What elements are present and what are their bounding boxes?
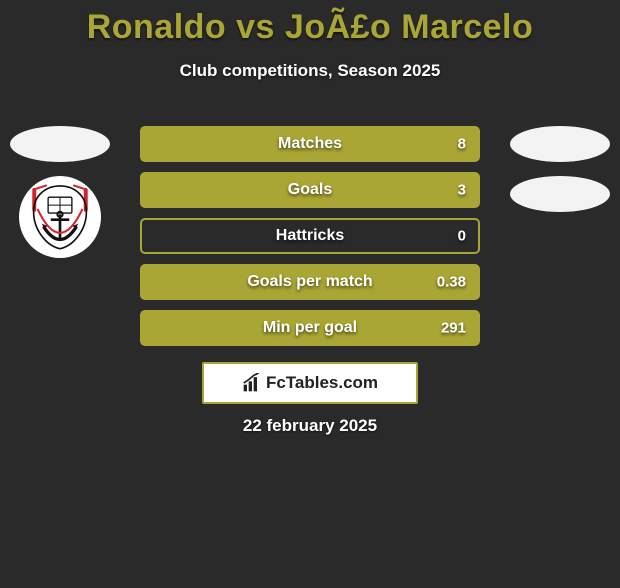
stat-bar: Min per goal 291 [140, 310, 480, 346]
stat-bar-label: Goals [288, 181, 332, 199]
stat-bar-value: 0.38 [437, 274, 466, 291]
stat-bar-value: 0 [458, 228, 466, 245]
left-player-column [10, 126, 110, 258]
stat-bar-value: 291 [441, 320, 466, 337]
stat-bar: Goals 3 [140, 172, 480, 208]
brand-attribution[interactable]: FcTables.com [202, 362, 418, 404]
brand-text: FcTables.com [266, 373, 378, 393]
left-club-badge [19, 176, 101, 258]
bar-chart-icon [242, 373, 262, 393]
right-club-badge-placeholder [510, 176, 610, 212]
page-title: Ronaldo vs JoÃ£o Marcelo [0, 8, 620, 47]
stat-bar-label: Matches [278, 135, 342, 153]
left-player-avatar-placeholder [10, 126, 110, 162]
stat-bar-label: Min per goal [263, 319, 357, 337]
stats-bars: Matches 8 Goals 3 Hattricks 0 Goals per match 0… [140, 126, 480, 346]
stat-bar-label: Hattricks [276, 227, 344, 245]
stat-bar-value: 8 [458, 136, 466, 153]
right-player-avatar-placeholder [510, 126, 610, 162]
stat-bar: Matches 8 [140, 126, 480, 162]
right-player-column [510, 126, 610, 212]
stat-bar: Hattricks 0 [140, 218, 480, 254]
corinthians-crest-icon [27, 184, 93, 250]
stat-bar: Goals per match 0.38 [140, 264, 480, 300]
stat-bar-value: 3 [458, 182, 466, 199]
subtitle: Club competitions, Season 2025 [0, 61, 620, 81]
date-line: 22 february 2025 [0, 416, 620, 436]
stat-bar-label: Goals per match [247, 273, 372, 291]
